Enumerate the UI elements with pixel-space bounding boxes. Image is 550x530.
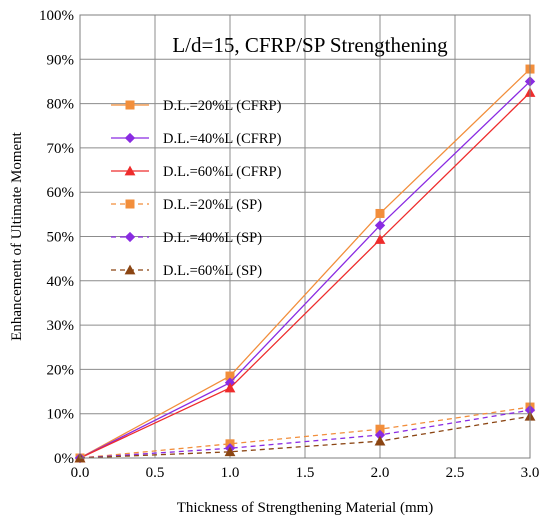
series-layer [74,64,536,464]
legend-item: D.L.=60%L (SP) [111,263,262,279]
x-tick-label: 1.5 [296,465,315,481]
x-axis-title: Thickness of Strengthening Material (mm) [177,500,434,516]
legend-label: D.L.=60%L (CFRP) [163,164,282,180]
square-marker [125,199,135,209]
tick-labels: 0% 10% 20% 30% 40% 50% 60% 70% 80% 90% 100% 0.0 0.5 1… [39,8,539,481]
x-tick-label: 2.0 [371,465,390,481]
y-tick-label: 40% [47,274,75,290]
diamond-marker [374,220,386,231]
triangle-marker [374,435,386,446]
x-tick-label: 2.5 [446,465,465,481]
y-tick-label: 80% [47,97,75,113]
y-tick-label: 10% [47,407,75,423]
triangle-marker [124,165,136,176]
y-tick-label: 60% [47,185,75,201]
series-line [79,406,531,459]
y-axis-title: Enhancement of Ultimate Moment [9,131,25,341]
series-line [79,409,531,459]
square-marker [375,208,385,218]
legend-item: D.L.=40%L (CFRP) [111,131,282,147]
legend-item: D.L.=20%L (CFRP) [111,98,282,114]
y-tick-label: 90% [47,52,75,68]
legend-item: D.L.=60%L (CFRP) [111,164,282,180]
y-tick-label: 30% [47,318,75,334]
diamond-marker [124,132,136,144]
x-tick-label: 0.0 [71,465,90,481]
y-tick-label: 50% [47,230,75,246]
legend: D.L.=20%L (CFRP) D.L.=40%L (CFRP) D.L.=60%… [111,98,282,279]
x-tick-label: 0.5 [146,465,165,481]
legend-item: D.L.=40%L (SP) [111,230,262,246]
y-tick-label: 0% [54,451,74,467]
chart-title: L/d=15, CFRP/SP Strengthening [172,33,448,57]
series-line [79,68,531,459]
legend-label: D.L.=20%L (SP) [163,197,262,213]
series-line [79,92,531,459]
legend-item: D.L.=20%L (SP) [111,197,262,213]
triangle-marker [224,382,236,393]
square-marker [125,100,135,110]
triangle-marker [224,446,236,457]
y-tick-label: 70% [47,141,75,157]
x-tick-label: 3.0 [521,465,540,481]
triangle-marker [124,264,136,275]
legend-label: D.L.=20%L (CFRP) [163,98,282,114]
square-marker [225,371,235,381]
y-tick-label: 100% [39,8,74,24]
legend-label: D.L.=40%L (SP) [163,230,262,246]
legend-label: D.L.=60%L (SP) [163,263,262,279]
series-line [79,415,531,459]
y-tick-label: 20% [47,362,75,378]
x-tick-label: 1.0 [221,465,240,481]
plot-area-border [79,14,531,459]
triangle-marker [374,234,386,244]
diamond-marker [374,429,386,441]
series-line [79,80,531,459]
legend-label: D.L.=40%L (CFRP) [163,131,282,147]
diamond-marker [124,231,136,243]
square-marker [375,424,385,434]
